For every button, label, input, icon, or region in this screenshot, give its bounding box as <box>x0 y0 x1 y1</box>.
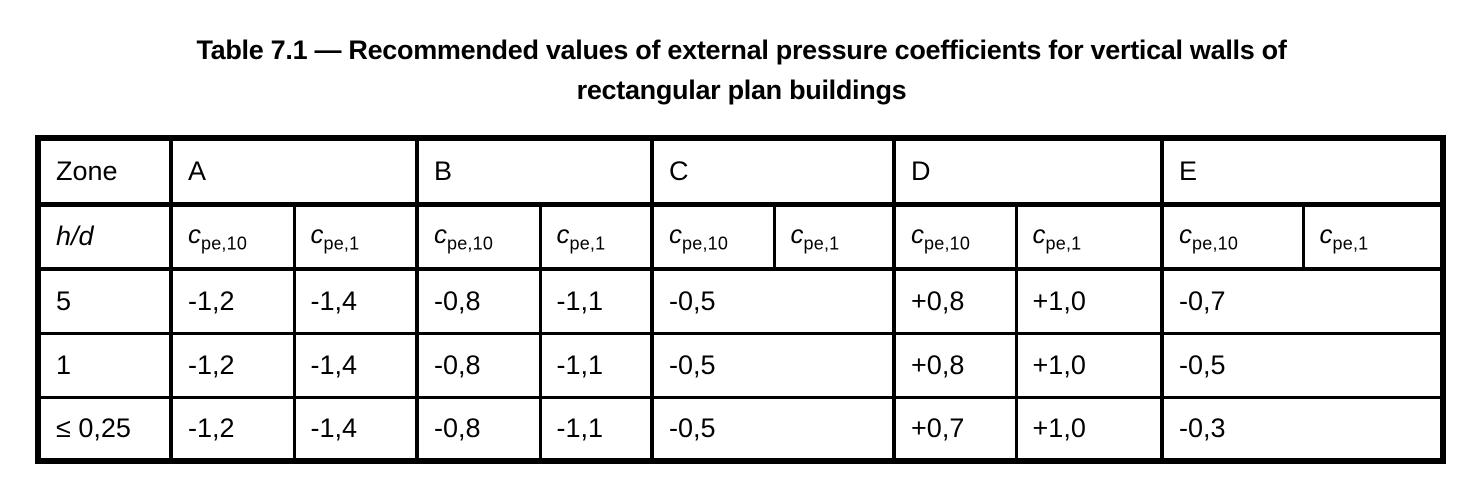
group-header-a: A <box>168 136 419 207</box>
cell-d-cpe10: +0,7 <box>892 395 1018 463</box>
cpe1-subscript: pe,1 <box>803 233 840 254</box>
cpe1-subscript: pe,1 <box>1332 233 1369 254</box>
subheader-c-cpe10: cpe,10 <box>650 202 776 271</box>
cell-c-merged: -0,5 <box>650 267 896 335</box>
cpe1-subscript: pe,1 <box>569 233 606 254</box>
cell-a-cpe10: -1,2 <box>169 267 296 335</box>
cell-b-cpe1: -1,1 <box>539 267 654 335</box>
data-row-hd-5: 5 -1,2 -1,4 -0,8 -1,1 -0,5 +0,8 +1,0 -0,… <box>36 267 1445 335</box>
data-row-hd-le-0-25: ≤ 0,25 -1,2 -1,4 -0,8 -1,1 -0,5 +0,7 +1,… <box>36 395 1445 463</box>
cell-a-cpe1: -1,4 <box>292 395 419 463</box>
table-caption-line2: rectangular plan buildings <box>576 75 907 105</box>
cpe10-subscript: pe,10 <box>1192 233 1239 254</box>
header-row-zones: Zone A B C D E <box>36 136 1445 207</box>
cell-b-cpe10: -0,8 <box>415 395 542 463</box>
cpe10-subscript: pe,10 <box>201 233 248 254</box>
cpe10-subscript: pe,10 <box>682 233 729 254</box>
cell-d-cpe10: +0,8 <box>892 331 1018 399</box>
cpe10-subscript: pe,10 <box>447 233 494 254</box>
table-caption: Table 7.1 — Recommended values of extern… <box>0 30 1483 110</box>
subheader-e-cpe1: cpe,1 <box>1302 202 1445 271</box>
group-header-d: D <box>892 136 1164 207</box>
cell-a-cpe1: -1,4 <box>292 267 419 335</box>
subheader-b-cpe1: cpe,1 <box>539 202 654 271</box>
subheader-e-cpe10: cpe,10 <box>1160 202 1305 271</box>
subheader-b-cpe10: cpe,10 <box>415 202 542 271</box>
cell-d-cpe1: +1,0 <box>1015 395 1164 463</box>
group-header-c: C <box>650 136 896 207</box>
row-header-hd-le-0-25: ≤ 0,25 <box>36 395 173 463</box>
cell-d-cpe1: +1,0 <box>1015 267 1164 335</box>
table-caption-line1: Table 7.1 — Recommended values of extern… <box>196 35 1287 65</box>
cell-e-merged: -0,5 <box>1160 331 1445 399</box>
cell-b-cpe10: -0,8 <box>415 331 542 399</box>
cell-b-cpe10: -0,8 <box>415 267 542 335</box>
cpe10-symbol: c <box>911 219 925 250</box>
pressure-coefficients-table: Zone A B C D E h/d cpe,10 cpe,1 cpe,10 c… <box>35 135 1447 464</box>
zone-header: Zone <box>36 136 173 207</box>
subheader-d-cpe10: cpe,10 <box>892 202 1018 271</box>
cpe10-symbol: c <box>188 219 201 250</box>
cell-b-cpe1: -1,1 <box>539 395 654 463</box>
cpe1-subscript: pe,1 <box>323 233 360 254</box>
group-header-e: E <box>1160 136 1445 207</box>
subheader-a-cpe10: cpe,10 <box>169 202 296 271</box>
cell-d-cpe1: +1,0 <box>1015 331 1164 399</box>
subheader-a-cpe1: cpe,1 <box>292 202 419 271</box>
cell-c-merged: -0,5 <box>650 331 896 399</box>
header-row-coefficients: h/d cpe,10 cpe,1 cpe,10 cpe,1 cpe,10 cpe… <box>36 202 1445 271</box>
cpe1-symbol: c <box>556 219 570 250</box>
cell-c-merged: -0,5 <box>650 395 896 463</box>
cpe1-symbol: c <box>1319 219 1333 250</box>
subheader-c-cpe1: cpe,1 <box>773 202 896 271</box>
cpe1-symbol: c <box>1032 219 1046 250</box>
cell-a-cpe1: -1,4 <box>292 331 419 399</box>
row-header-hd-1: 1 <box>36 331 173 399</box>
cpe1-subscript: pe,1 <box>1045 233 1082 254</box>
subheader-d-cpe1: cpe,1 <box>1015 202 1164 271</box>
cell-e-merged: -0,7 <box>1160 267 1445 335</box>
cpe10-symbol: c <box>434 219 448 250</box>
cell-d-cpe10: +0,8 <box>892 267 1018 335</box>
group-header-b: B <box>415 136 654 207</box>
hd-header: h/d <box>36 202 173 271</box>
cpe10-symbol: c <box>669 219 683 250</box>
cpe1-symbol: c <box>790 219 804 250</box>
row-header-hd-5: 5 <box>36 267 173 335</box>
cell-a-cpe10: -1,2 <box>169 331 296 399</box>
cpe10-symbol: c <box>1179 219 1193 250</box>
cell-a-cpe10: -1,2 <box>169 395 296 463</box>
cell-e-merged: -0,3 <box>1160 395 1445 463</box>
data-row-hd-1: 1 -1,2 -1,4 -0,8 -1,1 -0,5 +0,8 +1,0 -0,… <box>36 331 1445 399</box>
cpe10-subscript: pe,10 <box>924 233 971 254</box>
cpe1-symbol: c <box>310 219 324 250</box>
cell-b-cpe1: -1,1 <box>539 331 654 399</box>
